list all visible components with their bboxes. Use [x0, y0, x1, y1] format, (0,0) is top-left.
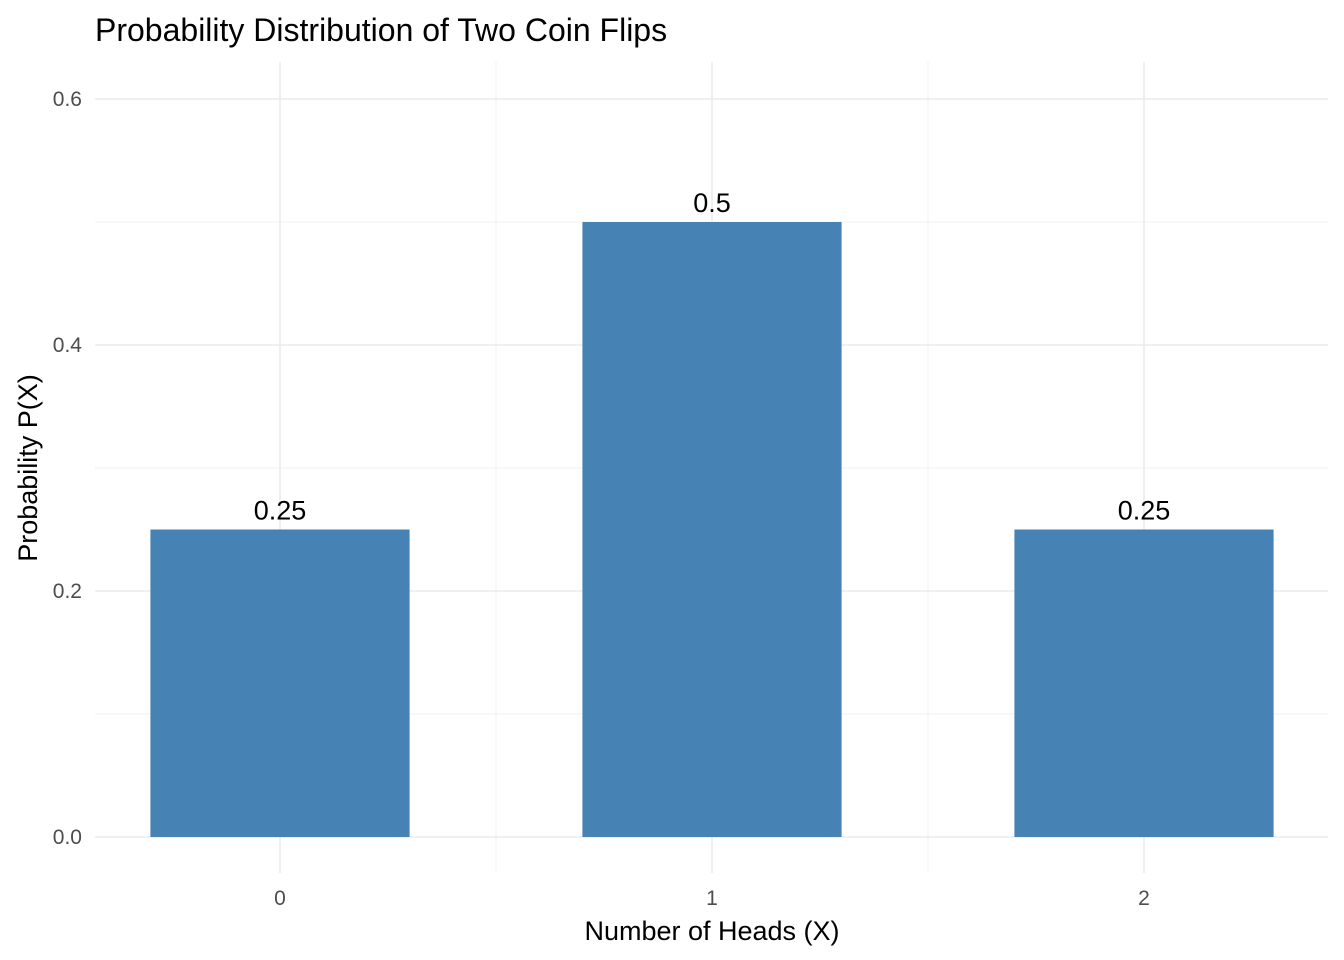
bar-value-label: 0.25 [1118, 496, 1171, 526]
y-tick-label: 0.0 [53, 826, 82, 849]
y-axis-title: Probability P(X) [13, 374, 43, 562]
chart-title: Probability Distribution of Two Coin Fli… [95, 12, 667, 48]
bar-value-label: 0.25 [254, 496, 307, 526]
x-tick-label: 0 [274, 887, 286, 910]
x-tick-label: 1 [706, 887, 718, 910]
axis-layer: 0.0 0.2 0.4 0.6 0 1 2 [53, 88, 1150, 910]
bar-value-label: 0.5 [693, 188, 731, 218]
x-tick-label: 2 [1138, 887, 1150, 910]
y-tick-label: 0.2 [53, 580, 82, 603]
y-tick-label: 0.6 [53, 88, 82, 111]
bar [1014, 529, 1274, 837]
bar-layer [150, 222, 1274, 837]
bar [150, 529, 410, 837]
label-layer: 0.25 0.5 0.25 [254, 188, 1171, 526]
bar [582, 222, 842, 837]
x-axis-title: Number of Heads (X) [584, 916, 839, 946]
y-tick-label: 0.4 [53, 334, 83, 357]
